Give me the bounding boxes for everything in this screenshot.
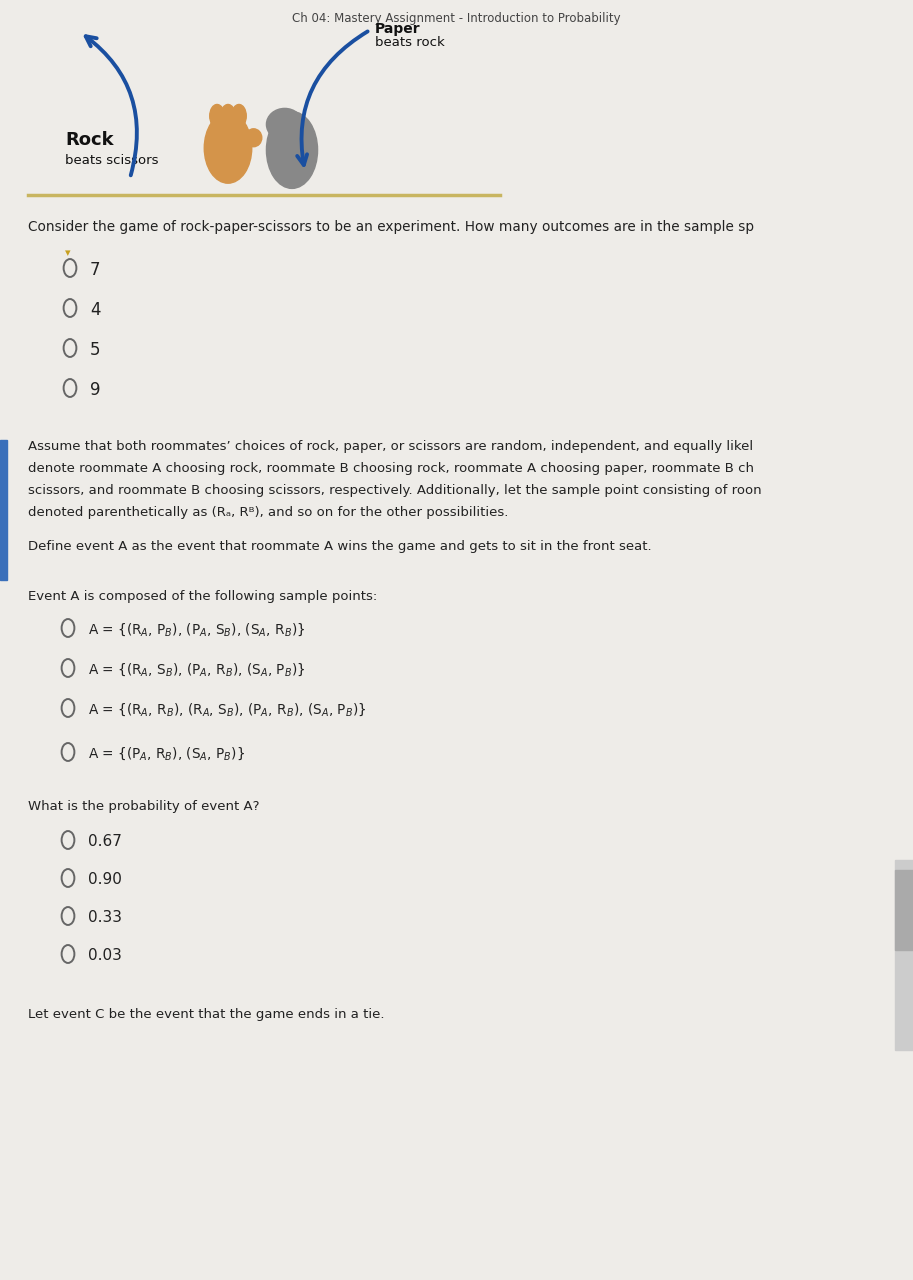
- Text: 9: 9: [90, 381, 100, 399]
- Text: Ch 04: Mastery Assignment - Introduction to Probability: Ch 04: Mastery Assignment - Introduction…: [291, 12, 620, 26]
- Text: Consider the game of rock-paper-scissors to be an experiment. How many outcomes : Consider the game of rock-paper-scissors…: [28, 220, 754, 234]
- Text: A = {(R$_A$, R$_B$), (R$_A$, S$_B$), (P$_A$, R$_B$), (S$_A$, P$_B$)}: A = {(R$_A$, R$_B$), (R$_A$, S$_B$), (P$…: [88, 701, 366, 718]
- Text: Event A is composed of the following sample points:: Event A is composed of the following sam…: [28, 590, 377, 603]
- Text: 0.67: 0.67: [88, 835, 121, 850]
- Bar: [0, 440, 7, 580]
- Text: 0.03: 0.03: [88, 948, 121, 964]
- Text: beats scissors: beats scissors: [65, 154, 159, 166]
- Text: A = {(P$_A$, R$_B$), (S$_A$, P$_B$)}: A = {(P$_A$, R$_B$), (S$_A$, P$_B$)}: [88, 745, 245, 763]
- Text: What is the probability of event A?: What is the probability of event A?: [28, 800, 259, 813]
- Ellipse shape: [267, 109, 303, 141]
- Text: A = {(R$_A$, P$_B$), (P$_A$, S$_B$), (S$_A$, R$_B$)}: A = {(R$_A$, P$_B$), (P$_A$, S$_B$), (S$…: [88, 622, 305, 639]
- Ellipse shape: [267, 111, 318, 188]
- Text: 0.33: 0.33: [88, 910, 122, 925]
- Text: Rock: Rock: [65, 131, 113, 148]
- Text: Paper: Paper: [375, 22, 421, 36]
- Text: 4: 4: [90, 301, 100, 319]
- Ellipse shape: [246, 129, 262, 147]
- Bar: [895, 860, 913, 1050]
- Text: beats rock: beats rock: [375, 36, 445, 49]
- Text: 7: 7: [90, 261, 100, 279]
- FancyArrowPatch shape: [298, 32, 368, 165]
- Text: A = {(R$_A$, S$_B$), (P$_A$, R$_B$), (S$_A$, P$_B$)}: A = {(R$_A$, S$_B$), (P$_A$, R$_B$), (S$…: [88, 662, 305, 678]
- Bar: [895, 870, 913, 950]
- Text: 5: 5: [90, 340, 100, 358]
- Text: Let event C be the event that the game ends in a tie.: Let event C be the event that the game e…: [28, 1009, 384, 1021]
- Text: 0.90: 0.90: [88, 873, 121, 887]
- Text: Assume that both roommates’ choices of rock, paper, or scissors are random, inde: Assume that both roommates’ choices of r…: [28, 440, 753, 453]
- Text: ▾: ▾: [65, 248, 70, 259]
- Text: scissors, and roommate B choosing scissors, respectively. Additionally, let the : scissors, and roommate B choosing scisso…: [28, 484, 761, 497]
- FancyArrowPatch shape: [86, 36, 137, 175]
- Text: denoted parenthetically as (Rₐ, Rᴮ), and so on for the other possibilities.: denoted parenthetically as (Rₐ, Rᴮ), and…: [28, 506, 509, 518]
- Ellipse shape: [221, 105, 236, 128]
- Ellipse shape: [210, 105, 225, 128]
- Ellipse shape: [205, 113, 252, 183]
- Text: denote roommate A choosing rock, roommate B choosing rock, roommate A choosing p: denote roommate A choosing rock, roommat…: [28, 462, 754, 475]
- Text: Define event A as the event that roommate A wins the game and gets to sit in the: Define event A as the event that roommat…: [28, 540, 652, 553]
- Ellipse shape: [232, 105, 247, 128]
